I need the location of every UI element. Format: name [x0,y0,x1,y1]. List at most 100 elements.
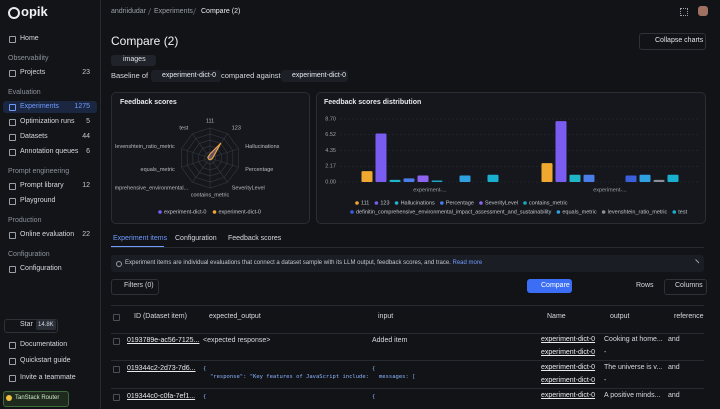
logo: opik [21,4,48,19]
nav-link[interactable]: Quickstart guide [20,357,71,364]
cell-text: - [604,377,607,384]
nav-item[interactable]: Online evaluation [20,231,75,238]
star-button[interactable] [4,319,58,333]
nav-count: 6 [86,148,90,155]
icon [9,70,16,77]
row-checkbox[interactable] [113,366,120,373]
cell-id[interactable]: 019344c2-2d73-7d6... [127,365,196,372]
icon [9,36,16,43]
compare-label: Compare [541,282,570,289]
cell-text: Added item [372,337,408,344]
cell-text: { [372,394,376,400]
info-icon [116,261,122,267]
nav-item[interactable]: Prompt library [20,182,64,189]
breadcrumb-sep [147,8,152,15]
card-title: Feedback scores distribution [324,99,422,106]
star-count: 14.8K [36,320,56,330]
banner-text: Experiment items are individual evaluati… [125,258,482,268]
cell-name[interactable]: experiment-dict-0 [541,364,596,371]
icon [9,358,16,365]
avatar[interactable] [698,6,708,16]
grid-icon[interactable] [680,8,688,16]
tab[interactable]: Configuration [175,235,217,242]
icon [9,232,16,239]
column-header[interactable]: input [378,313,394,320]
nav-item[interactable]: Annotation queues [20,148,79,155]
nav-item[interactable]: Playground [20,197,56,204]
card [316,92,706,224]
tab[interactable]: Feedback scores [228,235,282,242]
header-checkbox[interactable] [113,314,120,321]
filters-label: Filters (0) [124,282,154,289]
columns-label: Columns [675,282,703,289]
dataset-tag [111,55,156,66]
row-divider [111,388,704,389]
nav-item[interactable]: Configuration [20,265,62,272]
baseline-prefix: Baseline of [111,71,149,80]
column-header[interactable]: reference [674,313,704,320]
router-badge[interactable] [3,391,69,407]
card-title: Feedback scores [120,99,177,106]
tab-underline [111,246,164,247]
cell-name[interactable]: experiment-dict-0 [541,377,596,384]
cell-text: { [203,366,207,372]
nav-count: 1275 [74,103,90,110]
collapse-button[interactable] [639,33,706,50]
cell-text: and [668,392,680,399]
cell-text: The universe is v... [604,364,663,371]
cell-id[interactable]: 019344c0-c0fa-7ef1... [127,393,196,400]
dataset-label[interactable]: images [123,56,146,63]
nav-link[interactable]: Invite a teammate [20,374,76,381]
banner [111,255,704,272]
cell-name[interactable]: experiment-dict-0 [541,392,596,399]
column-header[interactable]: output [610,313,630,320]
nav-item[interactable]: Datasets [20,133,48,140]
compared-tag [281,70,348,82]
row-divider [111,360,704,361]
cell-text: - [604,349,607,356]
nav-link[interactable]: Documentation [20,341,68,348]
compared-to: experiment-dict-0 [292,72,347,79]
breadcrumb[interactable]: Experiments [154,8,193,15]
cell-text: and [668,336,680,343]
baseline: experiment-dict-0 [162,72,217,79]
breadcrumb-sep [192,8,197,15]
tab-divider [111,247,704,248]
column-header[interactable]: ID (Dataset item) [134,313,187,320]
breadcrumb[interactable]: andriidudar [111,8,147,15]
tab[interactable]: Experiment items [113,235,168,242]
cell-id[interactable]: 0193789e-ac56-7125... [127,337,200,344]
column-header[interactable]: expected_output [209,313,261,320]
cell-text: <expected response> [203,337,271,344]
cell-text: A positive minds... [604,392,661,399]
nav-item[interactable]: Experiments [20,103,59,110]
text: Experiment items are individual evaluati… [125,260,451,266]
baseline-tag [151,70,221,82]
compared-text: compared against [221,71,281,80]
columns-button[interactable] [664,279,707,295]
icon [9,119,16,126]
nav-section: Configuration [8,251,50,258]
compare-button[interactable] [527,279,572,293]
cell-text: and [668,364,680,371]
cell-name[interactable]: experiment-dict-0 [541,349,596,356]
link[interactable]: Read more [452,260,483,266]
cell-text: { [372,366,376,372]
icon [9,198,16,205]
cell-text: messages: [ [379,374,416,380]
row-checkbox[interactable] [113,338,120,345]
nav-count: 23 [82,69,90,76]
row-checkbox[interactable] [113,394,120,401]
column-header[interactable]: Name [547,313,566,320]
nav-item[interactable]: Optimization runs [20,118,75,125]
rows-label: Rows [636,282,654,289]
nav-item[interactable]: Projects [20,69,46,76]
router-label: TanStack Router [15,395,60,401]
icon [9,342,16,349]
cell-text: Cooking at home... [604,336,663,343]
filters-button[interactable] [111,279,159,295]
cell-name[interactable]: experiment-dict-0 [541,336,596,343]
nav-item[interactable]: Home [20,35,39,42]
breadcrumb: Compare (2) [201,8,241,15]
